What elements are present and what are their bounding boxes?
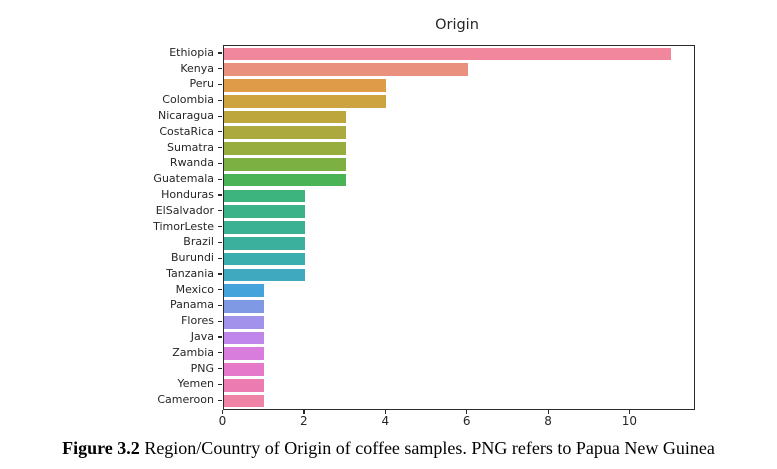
bar-honduras xyxy=(223,189,305,203)
y-tick-mark xyxy=(218,304,222,307)
y-tick-mark xyxy=(218,83,222,86)
y-tick-label-peru: Peru xyxy=(189,77,214,91)
y-tick-mark xyxy=(218,257,222,259)
y-tick-label-colombia: Colombia xyxy=(162,93,214,107)
bar-sumatra xyxy=(223,142,346,155)
y-tick-mark xyxy=(218,194,222,196)
y-tick-mark xyxy=(218,131,222,133)
figure-caption-label: Figure 3.2 xyxy=(62,438,140,458)
x-tick-label-4: 4 xyxy=(381,414,390,428)
bar-kenya xyxy=(223,63,468,76)
y-tick-label-cameroon: Cameroon xyxy=(157,393,214,407)
y-tick-label-burundi: Burundi xyxy=(170,251,214,265)
y-tick-label-yemen: Yemen xyxy=(177,377,214,391)
y-tick-label-sumatra: Sumatra xyxy=(167,140,214,154)
y-tick-label-png: PNG xyxy=(190,361,214,375)
y-tick-mark xyxy=(218,68,222,70)
bar-panama xyxy=(223,300,265,313)
bar-rwanda xyxy=(223,158,346,171)
y-tick-mark xyxy=(218,226,222,228)
x-tick-mark xyxy=(466,409,468,414)
plot-area xyxy=(222,45,695,410)
bar-yemen xyxy=(223,379,265,392)
y-tick-mark xyxy=(218,368,222,370)
x-tick-label-0: 0 xyxy=(218,414,227,428)
y-tick-mark xyxy=(218,320,222,322)
bar-elsalvador xyxy=(223,205,305,219)
x-tick-label-6: 6 xyxy=(462,414,471,428)
bar-colombia xyxy=(223,94,387,108)
y-tick-mark xyxy=(218,210,222,212)
y-tick-label-zambia: Zambia xyxy=(172,345,214,359)
y-tick-label-ethiopia: Ethiopia xyxy=(169,45,214,59)
y-tick-label-kenya: Kenya xyxy=(180,61,214,75)
x-tick-mark xyxy=(384,409,386,414)
bar-ethiopia xyxy=(223,47,672,61)
figure-caption: Figure 3.2 Region/Country of Origin of c… xyxy=(0,438,777,459)
bar-timorleste xyxy=(223,221,305,234)
y-tick-mark xyxy=(218,162,222,165)
y-tick-mark xyxy=(218,178,222,180)
y-tick-mark xyxy=(218,99,222,101)
bar-zambia xyxy=(223,347,265,361)
x-tick-label-8: 8 xyxy=(544,414,552,428)
y-tick-label-panama: Panama xyxy=(169,298,214,312)
bar-costarica xyxy=(223,126,346,140)
y-tick-mark xyxy=(218,352,222,354)
bar-png xyxy=(223,363,265,376)
y-tick-label-nicaragua: Nicaragua xyxy=(157,109,214,123)
y-tick-label-java: Java xyxy=(190,329,214,343)
x-tick-label-10: 10 xyxy=(621,414,638,428)
bar-java xyxy=(223,331,265,345)
bar-cameroon xyxy=(223,394,265,408)
y-tick-label-brazil: Brazil xyxy=(183,235,214,249)
y-tick-label-rwanda: Rwanda xyxy=(169,156,214,170)
y-tick-mark xyxy=(218,52,222,54)
y-tick-label-timorleste: TimorLeste xyxy=(153,219,214,233)
x-tick-mark xyxy=(303,409,305,414)
bar-burundi xyxy=(223,252,305,266)
chart-title: Origin xyxy=(435,17,479,33)
y-tick-label-elsalvador: ElSalvador xyxy=(155,203,214,217)
x-tick-mark xyxy=(222,409,224,414)
y-tick-mark xyxy=(218,147,222,149)
bar-flores xyxy=(223,315,265,329)
y-tick-label-honduras: Honduras xyxy=(161,187,214,201)
figure-caption-text: Region/Country of Origin of coffee sampl… xyxy=(144,438,715,458)
y-tick-mark xyxy=(218,399,222,401)
y-tick-label-guatemala: Guatemala xyxy=(153,172,214,186)
y-tick-mark xyxy=(218,289,222,291)
y-tick-mark xyxy=(218,336,222,338)
y-tick-label-tanzania: Tanzania xyxy=(166,266,214,280)
y-tick-label-costarica: CostaRica xyxy=(159,124,214,138)
y-tick-mark xyxy=(218,241,222,243)
y-tick-label-flores: Flores xyxy=(181,314,214,328)
y-tick-mark xyxy=(218,383,222,385)
y-tick-mark xyxy=(218,115,222,117)
bar-peru xyxy=(223,79,387,92)
x-tick-mark xyxy=(547,409,549,414)
bar-mexico xyxy=(223,284,265,297)
bar-guatemala xyxy=(223,173,346,187)
bar-nicaragua xyxy=(223,110,346,124)
x-tick-mark xyxy=(628,409,631,414)
bar-tanzania xyxy=(223,268,305,282)
y-tick-mark xyxy=(218,273,222,275)
y-tick-label-mexico: Mexico xyxy=(175,282,214,296)
bar-brazil xyxy=(223,236,305,250)
x-tick-label-2: 2 xyxy=(300,414,308,428)
